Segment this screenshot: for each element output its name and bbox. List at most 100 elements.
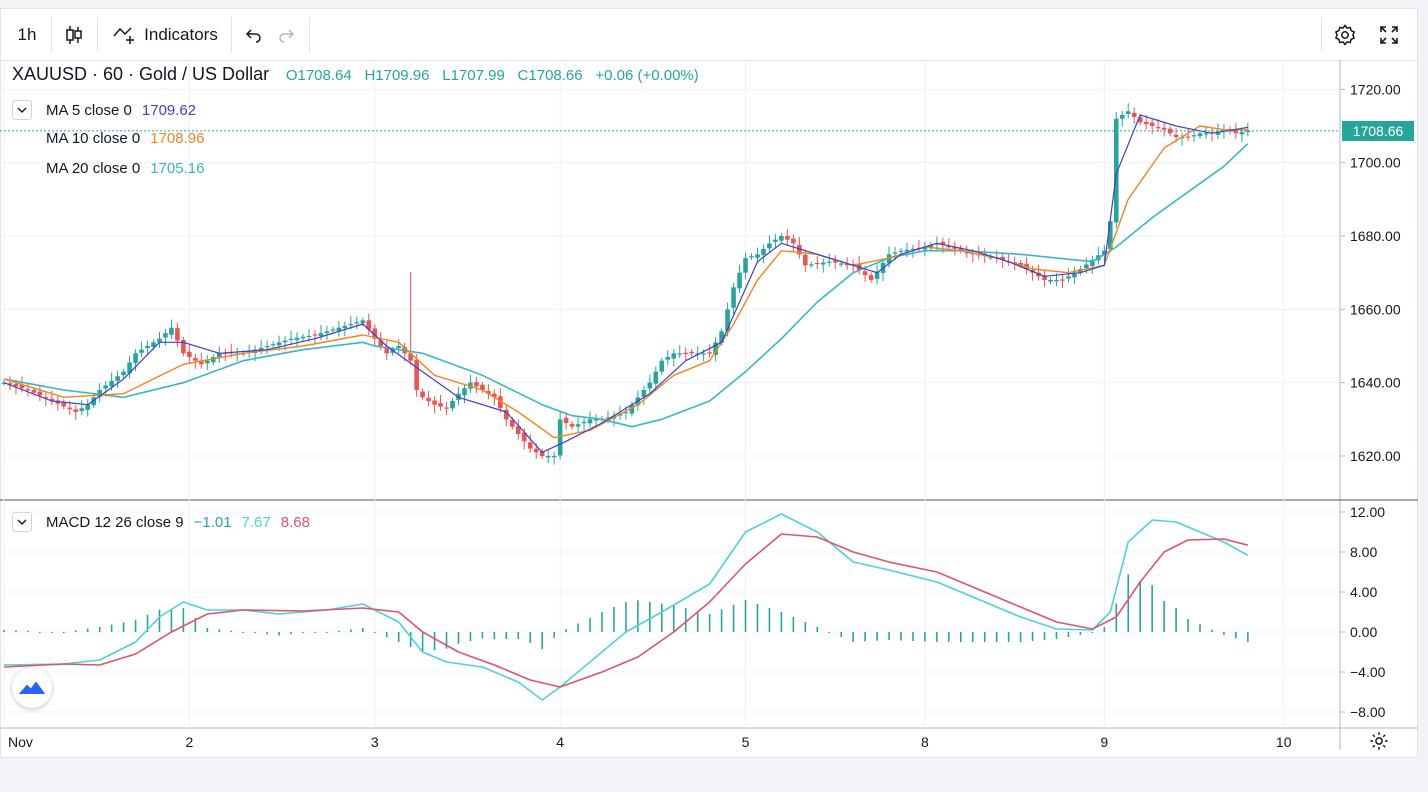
toolbar-divider <box>231 17 232 53</box>
candle-body <box>731 287 736 308</box>
candle-body <box>1042 275 1047 280</box>
candle-body <box>1054 280 1059 282</box>
candle-body <box>725 309 730 331</box>
candle-body <box>587 419 593 424</box>
candle-body <box>814 262 820 265</box>
symbol-legend: XAUUSD · 60 · Gold / US Dollar O1708.64 … <box>12 64 707 85</box>
candle-body <box>474 382 479 387</box>
candle-body <box>1143 121 1149 125</box>
price-tick-label: 1720.00 <box>1350 81 1401 97</box>
candle-body <box>665 357 671 360</box>
candle-body <box>103 385 108 389</box>
candle-body <box>366 320 372 330</box>
indicators-icon <box>113 27 135 44</box>
candle-body <box>1090 259 1095 266</box>
candle-body <box>1155 127 1161 129</box>
candle-body <box>838 263 844 265</box>
candle-body <box>683 352 689 355</box>
candle-body <box>139 349 144 353</box>
candle-body <box>803 254 808 266</box>
candle-body <box>288 338 294 340</box>
candle-body <box>396 346 401 349</box>
candle-body <box>1137 117 1143 123</box>
top-toolbar: 1h Indicators <box>1 9 1417 61</box>
settings-icon[interactable] <box>1327 17 1363 53</box>
candle-body <box>761 248 766 255</box>
macd-label: MACD 12 26 close 9 <box>46 513 184 531</box>
tradingview-logo-icon[interactable] <box>12 668 52 708</box>
time-tick-label: 10 <box>1276 734 1292 750</box>
candle-body <box>1173 134 1179 137</box>
candle-body <box>1125 111 1131 114</box>
ma20-legend[interactable]: MA 20 close 0 1705.16 <box>46 160 214 177</box>
price-tick-label: 1620.00 <box>1350 448 1401 464</box>
candle-body <box>862 271 868 276</box>
candle-body <box>701 353 706 355</box>
candle-body <box>330 329 336 331</box>
candle-body <box>826 261 832 263</box>
candle-body <box>1149 122 1155 126</box>
macd-tick-label: 0.00 <box>1350 624 1377 640</box>
candle-body <box>737 272 742 289</box>
collapse-chevron-icon[interactable] <box>12 512 32 532</box>
candles-icon[interactable] <box>57 17 91 53</box>
undo-icon[interactable] <box>237 17 269 53</box>
candle-body <box>216 353 222 358</box>
candle-body <box>193 358 198 361</box>
candle-body <box>922 247 928 250</box>
ma20-label: MA 20 close 0 <box>46 160 141 177</box>
candle-body <box>946 246 952 248</box>
candle-body <box>270 344 276 346</box>
fullscreen-icon[interactable] <box>1371 17 1407 53</box>
candle-body <box>1066 276 1071 279</box>
candle-body <box>904 249 910 252</box>
candle-body <box>276 342 282 346</box>
ma5-legend[interactable]: MA 5 close 0 1709.62 <box>12 100 206 120</box>
candle-body <box>641 390 647 397</box>
macd-tick-label: 4.00 <box>1350 584 1377 600</box>
candle-body <box>1185 136 1191 138</box>
candle-body <box>432 400 437 405</box>
ma5-line <box>3 114 1248 453</box>
candle-body <box>67 407 73 410</box>
indicators-button[interactable]: Indicators <box>105 17 225 53</box>
candle-body <box>109 380 114 387</box>
candle-body <box>25 389 31 391</box>
candle-body <box>952 247 958 249</box>
candle-body <box>797 244 802 255</box>
candle-body <box>581 421 587 424</box>
signal-line <box>3 533 1249 688</box>
candle-body <box>671 353 677 359</box>
candle-body <box>1024 263 1029 269</box>
candle-body <box>569 424 575 427</box>
interval-button[interactable]: 1h <box>17 25 37 44</box>
candle-body <box>1119 115 1125 119</box>
macd-legend[interactable]: MACD 12 26 close 9 −1.01 7.67 8.68 <box>12 512 320 532</box>
candle-body <box>1203 133 1209 135</box>
candle-body <box>480 384 485 390</box>
price-tick-label: 1680.00 <box>1350 228 1401 244</box>
candle-body <box>133 353 138 364</box>
candle-body <box>1102 250 1107 255</box>
candle-body <box>342 325 348 329</box>
candle-body <box>677 353 683 355</box>
redo-icon[interactable] <box>271 17 303 53</box>
candle-body <box>306 335 312 338</box>
candle-body <box>713 342 718 355</box>
candle-body <box>312 334 318 336</box>
candle-body <box>1161 127 1167 130</box>
scale-settings-icon[interactable] <box>1366 728 1392 754</box>
candle-body <box>958 247 964 251</box>
collapse-chevron-icon[interactable] <box>12 100 32 120</box>
candle-body <box>892 252 898 254</box>
candle-body <box>533 448 539 453</box>
time-tick-label: 4 <box>556 734 564 750</box>
ma5-value: 1709.62 <box>141 101 197 119</box>
ma10-legend[interactable]: MA 10 close 0 1708.96 <box>46 130 214 147</box>
candle-body <box>121 371 126 376</box>
candle-body <box>169 327 174 335</box>
candle-body <box>13 383 19 387</box>
price-tick-label: 1700.00 <box>1350 155 1401 171</box>
candle-body <box>844 264 850 266</box>
